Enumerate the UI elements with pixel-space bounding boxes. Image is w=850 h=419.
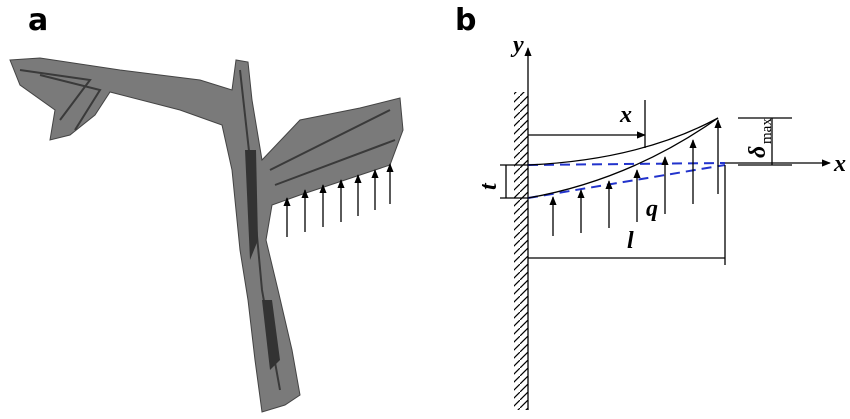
figure: a b y x x δ max	[0, 0, 850, 419]
specimen-image	[10, 58, 403, 412]
y-axis-label: y	[510, 32, 524, 58]
deflection-symbol: δ	[745, 146, 771, 158]
length-label: l	[627, 228, 634, 254]
beam-bottom	[528, 165, 725, 198]
panel-label: b	[455, 3, 476, 38]
deflected-bottom	[528, 118, 718, 198]
load-label: q	[646, 196, 658, 222]
load-arrows	[553, 120, 718, 236]
deflection-label: δ max	[745, 118, 775, 158]
x-axis-label: x	[833, 151, 846, 177]
wall	[514, 92, 528, 410]
thickness-label: t	[476, 182, 502, 190]
deflection-subscript: max	[759, 118, 775, 144]
panel-label: a	[28, 3, 48, 38]
distance-label: x	[619, 102, 632, 128]
